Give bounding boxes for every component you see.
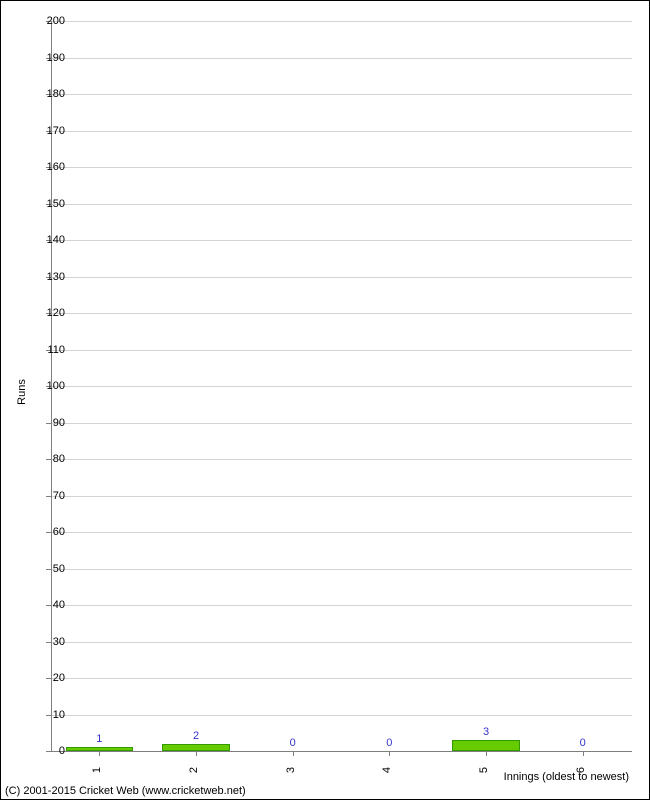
- x-tick-mark: [389, 751, 390, 756]
- gridline: [52, 21, 632, 22]
- x-tick-label: 4: [381, 767, 393, 773]
- y-tick-label: 130: [35, 271, 65, 283]
- y-tick-label: 200: [35, 15, 65, 27]
- x-tick-label: 5: [478, 767, 490, 773]
- gridline: [52, 131, 632, 132]
- copyright-text: (C) 2001-2015 Cricket Web (www.cricketwe…: [5, 785, 246, 797]
- chart-container: Runs Innings (oldest to newest) (C) 2001…: [0, 0, 650, 800]
- gridline: [52, 350, 632, 351]
- y-tick-label: 70: [35, 490, 65, 502]
- bar-value-label: 0: [290, 737, 296, 749]
- bar-value-label: 3: [483, 726, 489, 738]
- gridline: [52, 277, 632, 278]
- x-tick-label: 1: [91, 767, 103, 773]
- x-axis-title: Innings (oldest to newest): [504, 771, 629, 783]
- y-tick-label: 80: [35, 453, 65, 465]
- gridline: [52, 496, 632, 497]
- y-tick-label: 50: [35, 563, 65, 575]
- bar-value-label: 0: [386, 737, 392, 749]
- y-tick-label: 30: [35, 636, 65, 648]
- bar: [66, 747, 134, 751]
- bar-value-label: 2: [193, 730, 199, 742]
- y-tick-label: 120: [35, 307, 65, 319]
- gridline: [52, 605, 632, 606]
- y-tick-label: 110: [35, 344, 65, 356]
- x-tick-mark: [99, 751, 100, 756]
- gridline: [52, 204, 632, 205]
- gridline: [52, 423, 632, 424]
- y-tick-label: 20: [35, 672, 65, 684]
- x-tick-mark: [583, 751, 584, 756]
- gridline: [52, 459, 632, 460]
- gridline: [52, 94, 632, 95]
- bar-value-label: 1: [96, 733, 102, 745]
- y-axis-title: Runs: [16, 379, 28, 405]
- y-tick-label: 10: [35, 709, 65, 721]
- gridline: [52, 167, 632, 168]
- y-tick-label: 150: [35, 198, 65, 210]
- gridline: [52, 386, 632, 387]
- y-tick-label: 100: [35, 380, 65, 392]
- y-tick-label: 40: [35, 599, 65, 611]
- x-tick-label: 6: [575, 767, 587, 773]
- gridline: [52, 313, 632, 314]
- y-tick-label: 160: [35, 161, 65, 173]
- gridline: [52, 715, 632, 716]
- plot-area: [51, 21, 632, 752]
- y-tick-label: 60: [35, 526, 65, 538]
- gridline: [52, 569, 632, 570]
- y-tick-label: 180: [35, 88, 65, 100]
- bar: [452, 740, 520, 751]
- x-tick-mark: [486, 751, 487, 756]
- x-tick-label: 2: [188, 767, 200, 773]
- y-tick-label: 0: [35, 745, 65, 757]
- y-tick-label: 90: [35, 417, 65, 429]
- x-tick-mark: [293, 751, 294, 756]
- x-tick-mark: [196, 751, 197, 756]
- gridline: [52, 532, 632, 533]
- bar-value-label: 0: [580, 737, 586, 749]
- y-tick-label: 170: [35, 125, 65, 137]
- gridline: [52, 678, 632, 679]
- y-tick-label: 140: [35, 234, 65, 246]
- gridline: [52, 642, 632, 643]
- y-tick-label: 190: [35, 52, 65, 64]
- gridline: [52, 58, 632, 59]
- x-tick-label: 3: [285, 767, 297, 773]
- gridline: [52, 240, 632, 241]
- bar: [162, 744, 230, 751]
